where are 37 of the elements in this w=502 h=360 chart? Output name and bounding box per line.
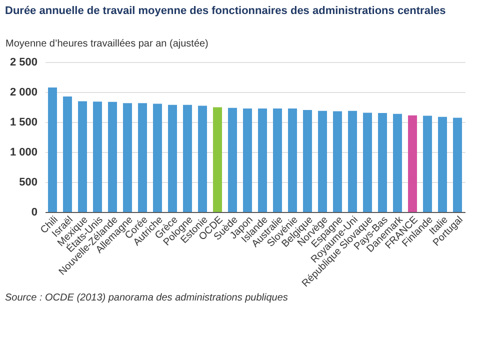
bar [213, 107, 222, 212]
y-tick-label: 2 500 [10, 56, 38, 68]
bar [378, 113, 387, 212]
y-tick-label: 500 [19, 176, 38, 188]
bar [228, 108, 237, 212]
bar [48, 88, 57, 212]
bar [243, 108, 252, 212]
bar [288, 108, 297, 212]
bar [183, 104, 192, 212]
bar [63, 96, 72, 212]
bar [258, 108, 267, 212]
bar [123, 103, 132, 212]
bar [108, 102, 117, 212]
bar [303, 110, 312, 212]
bar [138, 103, 147, 212]
bar [168, 104, 177, 212]
bar [423, 116, 432, 212]
bar [453, 118, 462, 212]
source-note: Source : OCDE (2013) panorama des administrations publiques [5, 292, 288, 304]
bar [318, 110, 327, 212]
bar [408, 115, 417, 212]
bar [93, 102, 102, 212]
bar [273, 108, 282, 212]
bar [348, 110, 357, 212]
chart-title: Durée annuelle de travail moyenne des fonctionnaires des administrations centrales [5, 5, 446, 17]
y-tick-label: 2 000 [10, 86, 38, 98]
y-tick-label: 1 500 [10, 116, 38, 128]
y-tick-label: 0 [31, 206, 38, 218]
bar [363, 112, 372, 212]
bar [198, 106, 207, 212]
bar [78, 101, 87, 212]
bar [153, 104, 162, 212]
bar [438, 116, 447, 212]
y-tick-label: 1 000 [10, 146, 38, 158]
bar [393, 114, 402, 212]
bar [333, 111, 342, 212]
y-axis-title: Moyenne d’heures travaillées par an (ajustée) [6, 38, 208, 50]
